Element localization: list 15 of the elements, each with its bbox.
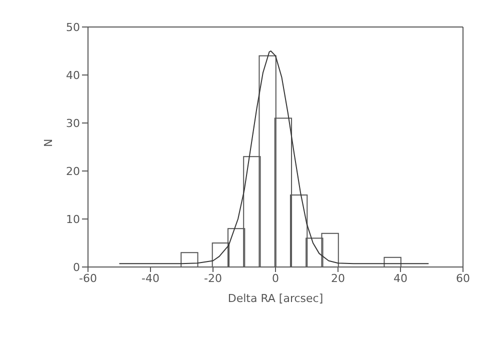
x-axis-title: Delta RA [arcsec] <box>228 292 324 305</box>
x-tick-label: 40 <box>394 272 408 285</box>
y-tick-label: 0 <box>73 260 80 274</box>
x-tick-label: -40 <box>142 272 160 285</box>
x-tick-label: 0 <box>272 272 279 285</box>
y-tick-label: 20 <box>66 164 80 178</box>
x-tick-label: 60 <box>456 272 470 285</box>
x-tick-label: -20 <box>204 272 222 285</box>
y-tick-label: 40 <box>66 68 80 82</box>
y-tick-label: 50 <box>66 20 80 34</box>
x-tick-label: -60 <box>79 272 97 285</box>
y-tick-label: 10 <box>66 212 80 226</box>
y-axis-title: N <box>42 138 55 147</box>
y-tick-label: 30 <box>66 116 80 130</box>
x-tick-label: 20 <box>331 272 345 285</box>
